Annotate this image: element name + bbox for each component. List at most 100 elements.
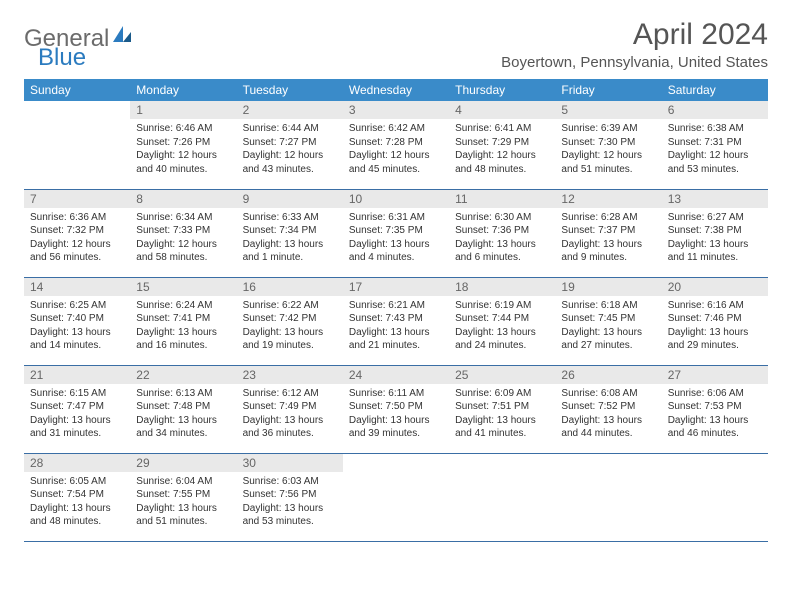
day-number: 7 — [24, 190, 130, 208]
day-number: 14 — [24, 278, 130, 296]
day-number: 23 — [237, 366, 343, 384]
day-detail: Sunrise: 6:04 AMSunset: 7:55 PMDaylight:… — [130, 472, 236, 535]
weekday-header: Tuesday — [237, 79, 343, 101]
weekday-header: Saturday — [662, 79, 768, 101]
title-block: April 2024 Boyertown, Pennsylvania, Unit… — [501, 18, 768, 71]
calendar-day-cell: 4Sunrise: 6:41 AMSunset: 7:29 PMDaylight… — [449, 101, 555, 189]
calendar-day-cell: 15Sunrise: 6:24 AMSunset: 7:41 PMDayligh… — [130, 277, 236, 365]
day-number: 26 — [555, 366, 661, 384]
day-detail: Sunrise: 6:36 AMSunset: 7:32 PMDaylight:… — [24, 208, 130, 271]
day-detail: Sunrise: 6:18 AMSunset: 7:45 PMDaylight:… — [555, 296, 661, 359]
day-number: 21 — [24, 366, 130, 384]
location: Boyertown, Pennsylvania, United States — [501, 54, 768, 71]
month-title: April 2024 — [501, 18, 768, 52]
logo-text-blue: Blue — [38, 44, 86, 72]
weekday-header: Friday — [555, 79, 661, 101]
calendar-day-cell — [449, 453, 555, 541]
weekday-header: Sunday — [24, 79, 130, 101]
header: General April 2024 Boyertown, Pennsylvan… — [24, 18, 768, 71]
day-detail: Sunrise: 6:38 AMSunset: 7:31 PMDaylight:… — [662, 119, 768, 182]
day-number: 24 — [343, 366, 449, 384]
calendar-day-cell: 13Sunrise: 6:27 AMSunset: 7:38 PMDayligh… — [662, 189, 768, 277]
calendar-day-cell: 29Sunrise: 6:04 AMSunset: 7:55 PMDayligh… — [130, 453, 236, 541]
calendar-day-cell: 9Sunrise: 6:33 AMSunset: 7:34 PMDaylight… — [237, 189, 343, 277]
day-number: 15 — [130, 278, 236, 296]
day-detail: Sunrise: 6:31 AMSunset: 7:35 PMDaylight:… — [343, 208, 449, 271]
day-number: 18 — [449, 278, 555, 296]
calendar-day-cell: 6Sunrise: 6:38 AMSunset: 7:31 PMDaylight… — [662, 101, 768, 189]
calendar-day-cell — [343, 453, 449, 541]
calendar-table: SundayMondayTuesdayWednesdayThursdayFrid… — [24, 79, 768, 542]
day-detail: Sunrise: 6:28 AMSunset: 7:37 PMDaylight:… — [555, 208, 661, 271]
calendar-day-cell: 23Sunrise: 6:12 AMSunset: 7:49 PMDayligh… — [237, 365, 343, 453]
day-detail: Sunrise: 6:11 AMSunset: 7:50 PMDaylight:… — [343, 384, 449, 447]
calendar-day-cell: 22Sunrise: 6:13 AMSunset: 7:48 PMDayligh… — [130, 365, 236, 453]
calendar-day-cell: 7Sunrise: 6:36 AMSunset: 7:32 PMDaylight… — [24, 189, 130, 277]
day-detail: Sunrise: 6:44 AMSunset: 7:27 PMDaylight:… — [237, 119, 343, 182]
calendar-week-row: 7Sunrise: 6:36 AMSunset: 7:32 PMDaylight… — [24, 189, 768, 277]
calendar-day-cell: 30Sunrise: 6:03 AMSunset: 7:56 PMDayligh… — [237, 453, 343, 541]
calendar-week-row: 28Sunrise: 6:05 AMSunset: 7:54 PMDayligh… — [24, 453, 768, 541]
day-detail: Sunrise: 6:19 AMSunset: 7:44 PMDaylight:… — [449, 296, 555, 359]
day-detail: Sunrise: 6:30 AMSunset: 7:36 PMDaylight:… — [449, 208, 555, 271]
calendar-day-cell: 18Sunrise: 6:19 AMSunset: 7:44 PMDayligh… — [449, 277, 555, 365]
day-number: 1 — [130, 101, 236, 119]
day-detail: Sunrise: 6:21 AMSunset: 7:43 PMDaylight:… — [343, 296, 449, 359]
day-number: 11 — [449, 190, 555, 208]
day-number: 10 — [343, 190, 449, 208]
day-detail: Sunrise: 6:33 AMSunset: 7:34 PMDaylight:… — [237, 208, 343, 271]
calendar-day-cell: 5Sunrise: 6:39 AMSunset: 7:30 PMDaylight… — [555, 101, 661, 189]
day-number: 29 — [130, 454, 236, 472]
day-detail: Sunrise: 6:06 AMSunset: 7:53 PMDaylight:… — [662, 384, 768, 447]
calendar-week-row: 1Sunrise: 6:46 AMSunset: 7:26 PMDaylight… — [24, 101, 768, 189]
day-detail: Sunrise: 6:08 AMSunset: 7:52 PMDaylight:… — [555, 384, 661, 447]
weekday-header: Monday — [130, 79, 236, 101]
day-detail: Sunrise: 6:25 AMSunset: 7:40 PMDaylight:… — [24, 296, 130, 359]
calendar-day-cell — [662, 453, 768, 541]
day-number: 25 — [449, 366, 555, 384]
day-detail: Sunrise: 6:03 AMSunset: 7:56 PMDaylight:… — [237, 472, 343, 535]
calendar-day-cell: 20Sunrise: 6:16 AMSunset: 7:46 PMDayligh… — [662, 277, 768, 365]
calendar-day-cell: 26Sunrise: 6:08 AMSunset: 7:52 PMDayligh… — [555, 365, 661, 453]
calendar-day-cell: 25Sunrise: 6:09 AMSunset: 7:51 PMDayligh… — [449, 365, 555, 453]
day-detail: Sunrise: 6:42 AMSunset: 7:28 PMDaylight:… — [343, 119, 449, 182]
day-number: 9 — [237, 190, 343, 208]
day-number: 3 — [343, 101, 449, 119]
day-number: 20 — [662, 278, 768, 296]
calendar-day-cell: 10Sunrise: 6:31 AMSunset: 7:35 PMDayligh… — [343, 189, 449, 277]
calendar-day-cell: 3Sunrise: 6:42 AMSunset: 7:28 PMDaylight… — [343, 101, 449, 189]
day-number: 16 — [237, 278, 343, 296]
day-number: 30 — [237, 454, 343, 472]
day-number: 13 — [662, 190, 768, 208]
calendar-day-cell: 27Sunrise: 6:06 AMSunset: 7:53 PMDayligh… — [662, 365, 768, 453]
weekday-header: Thursday — [449, 79, 555, 101]
calendar-day-cell: 11Sunrise: 6:30 AMSunset: 7:36 PMDayligh… — [449, 189, 555, 277]
calendar-day-cell: 12Sunrise: 6:28 AMSunset: 7:37 PMDayligh… — [555, 189, 661, 277]
weekday-header: Wednesday — [343, 79, 449, 101]
day-number: 2 — [237, 101, 343, 119]
day-number: 19 — [555, 278, 661, 296]
calendar-day-cell: 8Sunrise: 6:34 AMSunset: 7:33 PMDaylight… — [130, 189, 236, 277]
day-detail: Sunrise: 6:27 AMSunset: 7:38 PMDaylight:… — [662, 208, 768, 271]
calendar-day-cell: 14Sunrise: 6:25 AMSunset: 7:40 PMDayligh… — [24, 277, 130, 365]
day-detail: Sunrise: 6:46 AMSunset: 7:26 PMDaylight:… — [130, 119, 236, 182]
sail-icon — [111, 24, 133, 53]
day-number: 4 — [449, 101, 555, 119]
calendar-day-cell — [24, 101, 130, 189]
weekday-header-row: SundayMondayTuesdayWednesdayThursdayFrid… — [24, 79, 768, 101]
calendar-week-row: 14Sunrise: 6:25 AMSunset: 7:40 PMDayligh… — [24, 277, 768, 365]
calendar-day-cell: 21Sunrise: 6:15 AMSunset: 7:47 PMDayligh… — [24, 365, 130, 453]
calendar-day-cell: 24Sunrise: 6:11 AMSunset: 7:50 PMDayligh… — [343, 365, 449, 453]
day-number: 22 — [130, 366, 236, 384]
calendar-day-cell: 1Sunrise: 6:46 AMSunset: 7:26 PMDaylight… — [130, 101, 236, 189]
day-number: 27 — [662, 366, 768, 384]
day-detail: Sunrise: 6:39 AMSunset: 7:30 PMDaylight:… — [555, 119, 661, 182]
day-detail: Sunrise: 6:12 AMSunset: 7:49 PMDaylight:… — [237, 384, 343, 447]
day-detail: Sunrise: 6:34 AMSunset: 7:33 PMDaylight:… — [130, 208, 236, 271]
day-number: 8 — [130, 190, 236, 208]
day-detail: Sunrise: 6:22 AMSunset: 7:42 PMDaylight:… — [237, 296, 343, 359]
day-detail: Sunrise: 6:24 AMSunset: 7:41 PMDaylight:… — [130, 296, 236, 359]
day-detail: Sunrise: 6:15 AMSunset: 7:47 PMDaylight:… — [24, 384, 130, 447]
calendar-day-cell: 16Sunrise: 6:22 AMSunset: 7:42 PMDayligh… — [237, 277, 343, 365]
day-number: 17 — [343, 278, 449, 296]
